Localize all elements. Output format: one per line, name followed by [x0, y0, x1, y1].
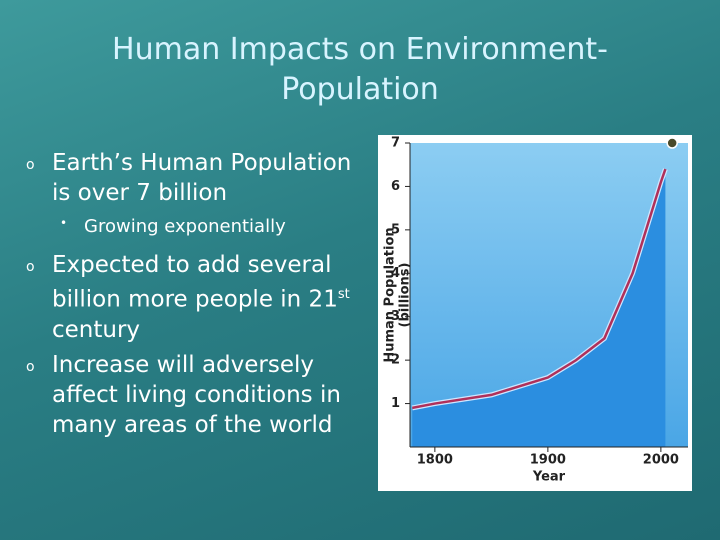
y-tick-label: 4: [391, 266, 400, 281]
y-axis-unit: (billions): [398, 263, 413, 328]
x-tick-label: 1800: [417, 453, 453, 468]
superscript: st: [337, 287, 350, 302]
bullet-text: century: [52, 316, 141, 343]
y-tick-label: 1: [391, 396, 400, 411]
y-tick-label: 5: [391, 222, 400, 237]
slide-title: Human Impacts on Environment-Population: [112, 32, 608, 107]
line: [412, 168, 667, 410]
bullet-text: Expected to add several billion more peo…: [52, 252, 338, 313]
y-tick-label: 7: [391, 136, 400, 151]
area: [412, 169, 666, 448]
x-tick-label: 1900: [530, 453, 566, 468]
bullet: Increase will adversely affect living co…: [26, 350, 372, 440]
marker: [666, 137, 678, 149]
x-axis-label: Year: [532, 470, 566, 485]
chart: Human Population (billions) Year 1 2 3 4 5 6 7…: [378, 135, 692, 491]
sub-bullet: Growing exponentially: [60, 216, 286, 237]
bullet: Earth’s Human Population is over 7 billi…: [26, 148, 372, 208]
bullet: Expected to add several billion more peo…: [26, 250, 372, 345]
x-tick-label: 2000: [643, 453, 679, 468]
y-axis-label: Human Population: [383, 227, 398, 362]
y-tick-label: 2: [391, 353, 400, 368]
y-tick-label: 6: [391, 179, 400, 194]
y-tick-label: 3: [391, 309, 400, 324]
